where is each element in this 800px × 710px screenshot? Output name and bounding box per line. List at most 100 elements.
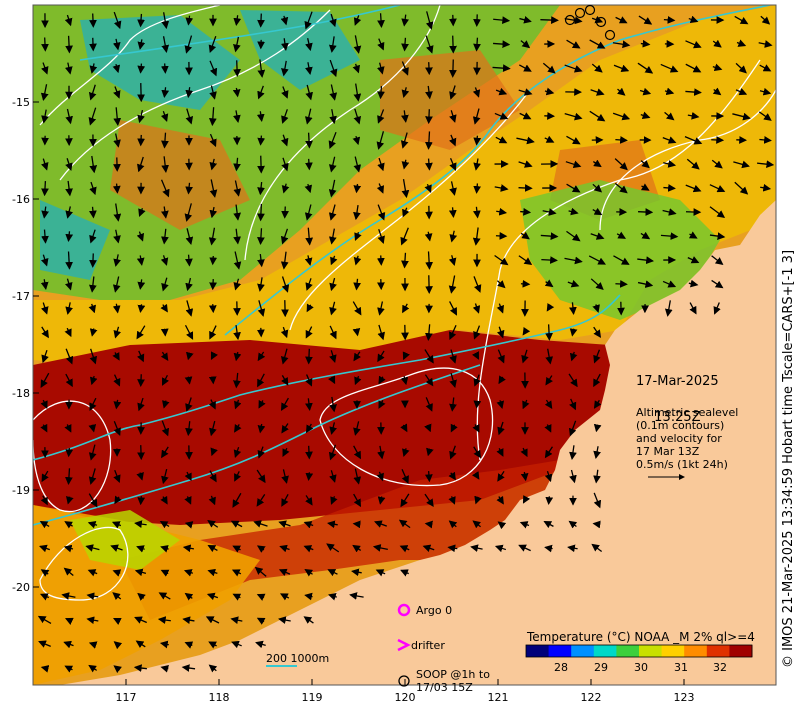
date-label: 17-Mar-2025	[636, 374, 719, 389]
velocity-arrow	[351, 568, 362, 577]
velocity-arrow	[522, 495, 531, 504]
velocity-arrow	[684, 136, 703, 145]
velocity-arrow	[65, 108, 73, 125]
velocity-arrow	[41, 349, 49, 364]
velocity-arrow	[113, 203, 122, 222]
velocity-arrow	[520, 231, 530, 240]
velocity-arrow	[233, 60, 241, 77]
velocity-arrow	[329, 422, 337, 435]
velocity-arrow	[64, 665, 74, 673]
velocity-arrow	[89, 63, 98, 74]
velocity-arrow	[305, 326, 313, 339]
velocity-arrow	[401, 87, 410, 98]
velocity-arrow	[496, 448, 504, 457]
velocity-arrow	[544, 446, 553, 459]
velocity-arrow	[40, 569, 50, 577]
velocity-arrow	[185, 182, 194, 195]
colorbar-segment	[729, 645, 753, 657]
velocity-arrow	[305, 62, 313, 75]
velocity-arrow	[161, 206, 169, 219]
velocity-arrow	[208, 227, 217, 246]
velocity-arrow	[522, 399, 530, 410]
velocity-arrow	[568, 520, 578, 529]
velocity-arrow	[353, 351, 361, 362]
velocity-arrow	[353, 421, 361, 436]
velocity-arrow	[161, 36, 170, 53]
velocity-arrow	[376, 62, 385, 75]
velocity-arrow	[377, 496, 386, 505]
velocity-arrow	[328, 375, 336, 385]
velocity-arrow	[159, 520, 170, 529]
velocity-arrow	[157, 616, 171, 624]
velocity-arrow	[329, 277, 337, 292]
velocity-arrow	[375, 569, 386, 577]
velocity-arrow	[377, 350, 385, 363]
velocity-arrow	[687, 256, 700, 264]
velocity-arrow	[209, 85, 217, 100]
velocity-arrow	[138, 208, 146, 217]
velocity-arrow	[569, 302, 577, 315]
velocity-arrow	[232, 545, 242, 553]
velocity-arrow	[40, 84, 49, 102]
velocity-arrow	[134, 520, 147, 528]
velocity-arrow	[281, 38, 289, 52]
velocity-arrow	[402, 351, 410, 361]
velocity-arrow	[160, 255, 169, 266]
velocity-arrow	[65, 231, 74, 242]
velocity-arrow	[210, 447, 218, 457]
velocity-arrow	[161, 132, 169, 149]
velocity-arrow	[590, 88, 605, 96]
velocity-arrow	[233, 204, 241, 221]
velocity-arrow	[565, 160, 582, 169]
velocity-arrow	[87, 569, 98, 577]
colorbar-segment	[706, 645, 730, 657]
velocity-arrow	[377, 324, 385, 341]
velocity-arrow	[424, 471, 433, 483]
velocity-arrow	[41, 302, 49, 315]
velocity-arrow	[448, 496, 456, 505]
velocity-arrow	[424, 493, 434, 508]
velocity-arrow	[732, 112, 751, 121]
lat-tick-label: -18	[12, 387, 30, 400]
velocity-arrow	[352, 520, 361, 529]
velocity-arrow	[760, 15, 771, 25]
velocity-arrow	[401, 159, 410, 170]
velocity-arrow	[137, 445, 145, 461]
colorbar-frame	[525, 644, 753, 658]
velocity-arrow	[713, 302, 721, 315]
velocity-arrow	[448, 471, 456, 481]
velocity-arrow	[401, 469, 409, 484]
velocity-arrow	[207, 544, 218, 553]
drifter-icon	[397, 638, 411, 652]
velocity-arrow	[353, 108, 362, 125]
velocity-arrow	[278, 520, 291, 528]
velocity-arrow	[473, 276, 482, 293]
velocity-arrow	[257, 423, 266, 434]
velocity-arrow	[401, 179, 410, 199]
velocity-arrow	[473, 37, 481, 52]
velocity-arrow	[278, 568, 291, 577]
velocity-arrow	[399, 545, 410, 553]
velocity-arrow	[89, 181, 97, 196]
velocity-arrow	[759, 136, 772, 144]
velocity-arrow	[137, 397, 145, 412]
velocity-arrow	[136, 231, 145, 242]
velocity-arrow	[184, 471, 192, 482]
velocity-arrow	[544, 470, 553, 483]
colorbar-tick-label: 30	[634, 661, 648, 674]
velocity-arrow	[353, 35, 362, 54]
velocity-arrow	[113, 86, 121, 99]
velocity-arrow	[137, 156, 145, 173]
velocity-arrow	[159, 640, 169, 649]
velocity-arrow	[449, 397, 457, 412]
velocity-arrow	[65, 348, 74, 365]
velocity-arrow	[542, 208, 557, 216]
velocity-arrow	[40, 423, 48, 433]
velocity-arrow	[63, 640, 74, 649]
velocity-arrow	[425, 35, 434, 54]
velocity-arrow	[541, 256, 558, 264]
velocity-arrow	[89, 375, 98, 386]
velocity-arrow	[496, 280, 506, 289]
velocity-arrow	[496, 400, 505, 410]
velocity-arrow	[353, 15, 362, 26]
